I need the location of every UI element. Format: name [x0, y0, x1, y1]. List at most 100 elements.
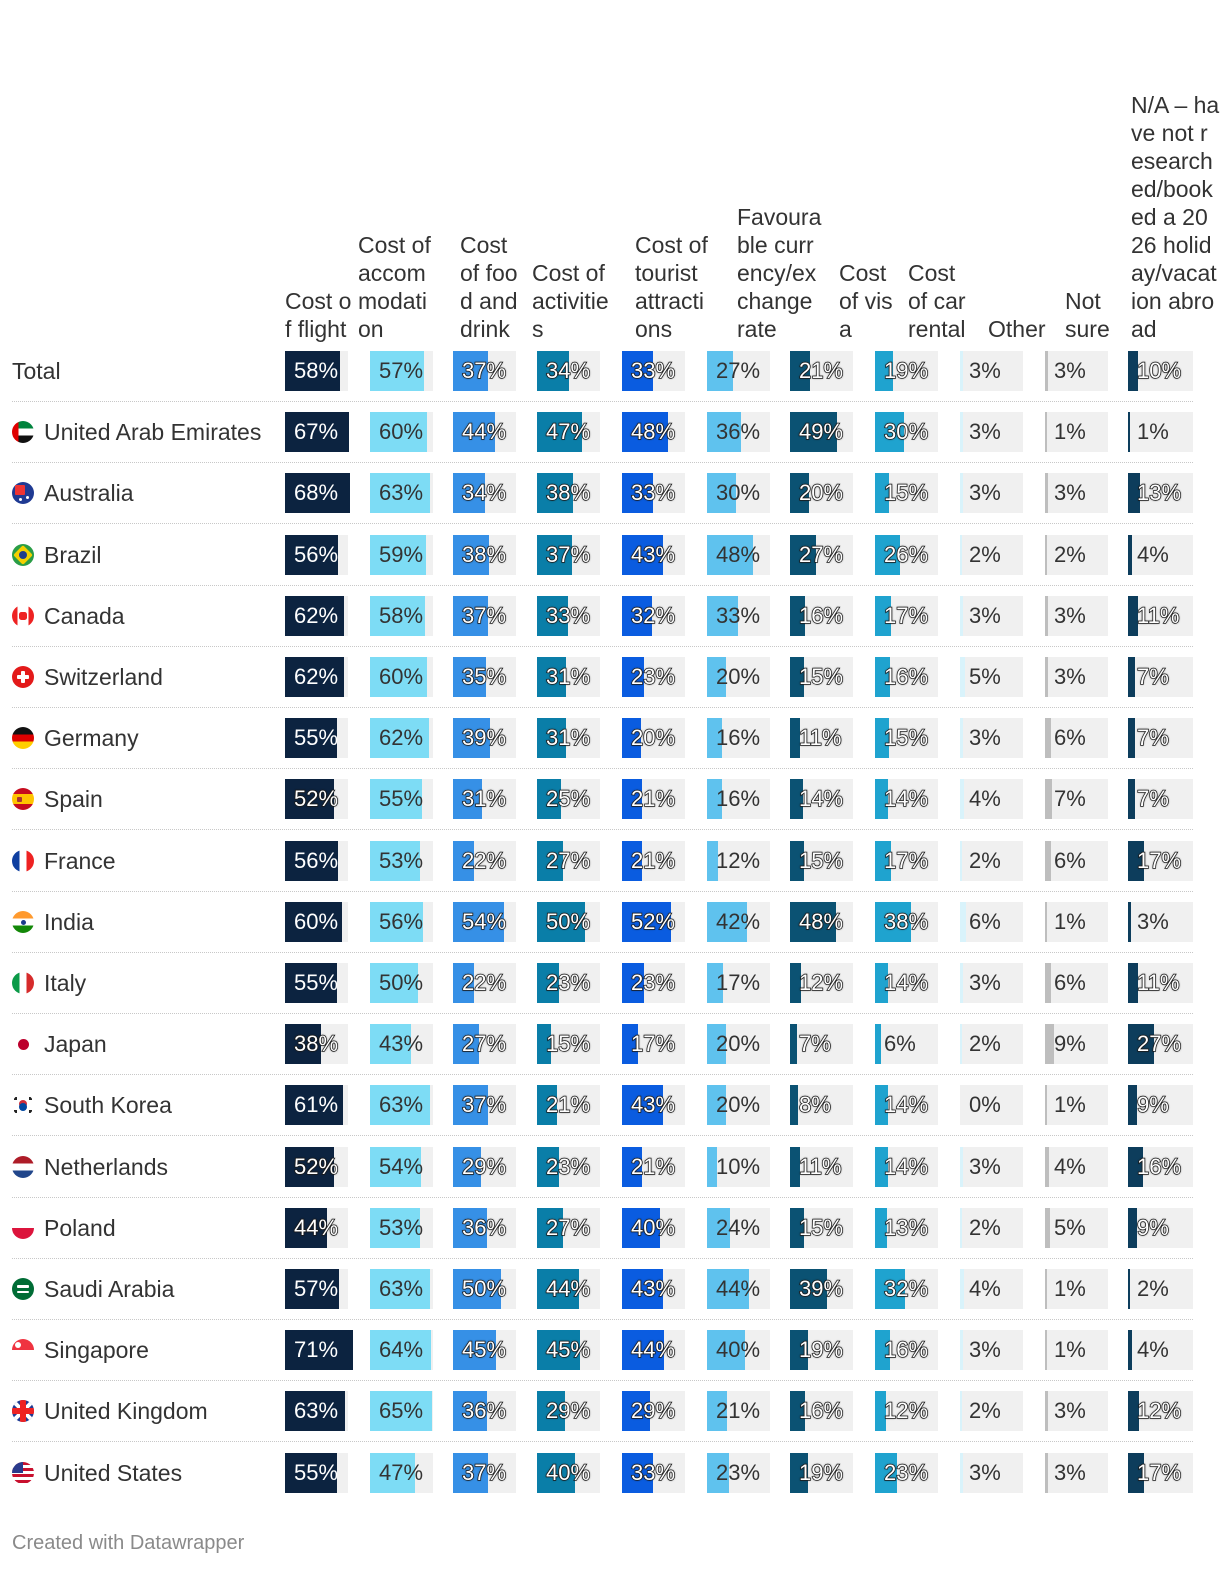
flag-star	[19, 498, 22, 501]
flag-emblem	[17, 797, 22, 802]
data-label: 17%	[1136, 847, 1182, 874]
bar	[537, 1269, 579, 1309]
data-label: 63%	[294, 1398, 339, 1423]
bar	[790, 1391, 806, 1431]
row-label: Netherlands	[12, 1147, 274, 1187]
bar	[960, 351, 963, 391]
bar-track	[1045, 718, 1108, 758]
data-label: 19%	[798, 1459, 844, 1486]
data-label: 54%	[379, 1154, 424, 1179]
data-label: 27%	[1136, 1030, 1182, 1057]
data-label: 64%	[379, 1337, 424, 1362]
bar-track	[1045, 535, 1108, 575]
bar	[285, 1208, 327, 1248]
bar	[875, 1269, 906, 1309]
row-label-text: Poland	[44, 1214, 116, 1241]
bar	[960, 412, 963, 452]
data-label: 71%	[294, 1337, 339, 1362]
bar	[453, 779, 483, 819]
data-label: 4%	[969, 786, 1001, 811]
data-label: 6%	[1054, 848, 1086, 873]
data-label: 10%	[716, 1154, 761, 1179]
bar	[960, 1391, 962, 1431]
data-label: 50%	[461, 1275, 507, 1302]
data-label: 6%	[1054, 725, 1086, 750]
row-label-text: Total	[12, 357, 61, 384]
bar-track	[1128, 718, 1193, 758]
bar	[875, 1330, 891, 1370]
data-label: 20%	[716, 664, 761, 689]
bar	[707, 1391, 727, 1431]
bar	[370, 1330, 431, 1370]
column-header-label: Favourable currency/exchange rate	[737, 204, 822, 342]
data-label: 60%	[379, 419, 424, 444]
bar	[707, 1453, 729, 1493]
data-label: 52%	[293, 1153, 339, 1180]
flag-union-mark	[15, 485, 25, 495]
data-label: 14%	[798, 785, 844, 812]
data-label: 3%	[969, 419, 1001, 444]
bar	[790, 412, 837, 452]
row-label: Italy	[12, 963, 274, 1003]
row-label: Switzerland	[12, 657, 274, 697]
data-label: 56%	[379, 909, 424, 934]
bar	[622, 1453, 654, 1493]
bar	[622, 1085, 663, 1125]
bar	[370, 718, 429, 758]
data-label: 17%	[716, 970, 761, 995]
bar	[707, 841, 719, 881]
bar	[707, 1085, 726, 1125]
bar	[790, 535, 816, 575]
data-label: 14%	[883, 1091, 929, 1118]
bar	[622, 1147, 642, 1187]
bar	[960, 1208, 962, 1248]
bar	[1045, 596, 1048, 636]
bar-track	[1045, 1024, 1108, 1064]
data-label: 33%	[630, 479, 676, 506]
data-label: 23%	[716, 1460, 761, 1485]
bar	[875, 535, 900, 575]
bar-track	[960, 718, 1023, 758]
data-label: 32%	[630, 602, 676, 629]
bar	[453, 1391, 488, 1431]
bar-track	[790, 718, 853, 758]
flag-trigram	[14, 1097, 17, 1100]
bar	[707, 718, 723, 758]
row-separator	[12, 768, 1193, 769]
data-label: 13%	[883, 1214, 929, 1241]
data-label: 11%	[1136, 602, 1180, 629]
bar-track	[960, 1208, 1023, 1248]
data-label: 1%	[1054, 1276, 1086, 1301]
data-label: 59%	[379, 542, 424, 567]
data-label: 16%	[716, 786, 761, 811]
bar	[790, 841, 805, 881]
data-label: 40%	[716, 1337, 761, 1362]
bar	[537, 1330, 580, 1370]
bar	[1045, 1147, 1049, 1187]
bar	[1045, 902, 1047, 942]
column-header-label: Cost of accommodation	[358, 232, 431, 342]
data-label: 14%	[883, 785, 929, 812]
bar	[790, 1024, 797, 1064]
data-label: 33%	[545, 602, 591, 629]
data-label: 16%	[798, 602, 844, 629]
bar	[537, 1147, 559, 1187]
bar	[1128, 1024, 1154, 1064]
column-header: Other	[988, 8, 1050, 343]
flag-icon	[12, 1217, 34, 1239]
bar	[1128, 1391, 1140, 1431]
row-label: South Korea	[12, 1085, 274, 1125]
bar	[790, 1330, 809, 1370]
data-label: 43%	[630, 541, 676, 568]
bar	[875, 841, 892, 881]
data-label: 1%	[1137, 419, 1169, 444]
bar	[285, 657, 344, 697]
row-label: Saudi Arabia	[12, 1269, 274, 1309]
row-separator	[12, 401, 1193, 402]
data-label: 31%	[461, 785, 507, 812]
bar	[707, 902, 747, 942]
data-label: 27%	[545, 1214, 591, 1241]
bar	[537, 412, 582, 452]
data-label: 50%	[379, 970, 424, 995]
